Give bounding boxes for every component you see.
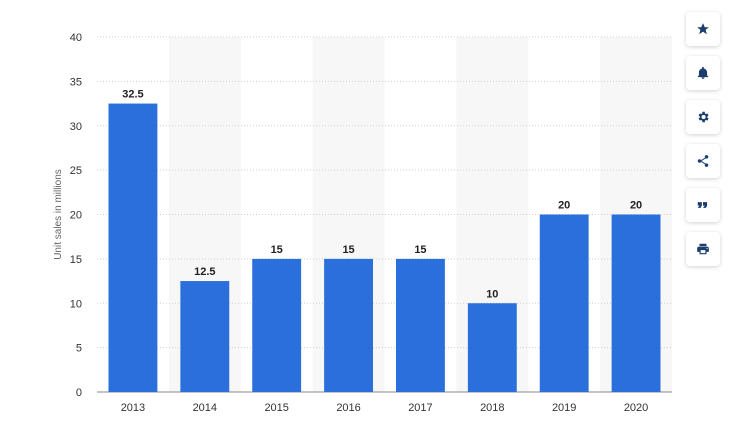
data-label: 15	[414, 244, 426, 256]
y-tick-label: 25	[70, 165, 82, 177]
print-icon	[697, 243, 709, 255]
y-tick-label: 20	[70, 210, 82, 222]
star-icon	[697, 23, 709, 35]
data-label: 32.5	[122, 89, 143, 101]
share-icon	[697, 155, 709, 167]
y-tick-label: 10	[70, 298, 82, 310]
bar	[180, 281, 230, 392]
y-axis-title: Unit sales in millions	[53, 169, 64, 260]
bell-icon	[697, 66, 709, 79]
data-label: 15	[342, 244, 354, 256]
data-label: 10	[486, 288, 498, 300]
x-tick-label: 2013	[121, 402, 145, 414]
x-tick-label: 2019	[552, 402, 576, 414]
x-tick-label: 2020	[624, 402, 648, 414]
chart-toolbar	[686, 12, 724, 266]
quote-icon	[697, 202, 708, 208]
bar	[108, 103, 158, 392]
bar	[539, 214, 589, 392]
bar	[611, 214, 661, 392]
gear-icon	[698, 111, 709, 123]
share-button[interactable]	[686, 144, 720, 178]
y-tick-label: 30	[70, 121, 82, 133]
x-tick-label: 2014	[193, 402, 217, 414]
data-label: 15	[271, 244, 283, 256]
y-tick-label: 5	[76, 343, 82, 355]
x-tick-label: 2016	[336, 402, 360, 414]
bar-chart: 0 5 10 15 20 25 30 35 40 Unit sales in millions 32…	[53, 32, 672, 414]
print-button[interactable]	[686, 232, 720, 266]
y-tick-label: 15	[70, 254, 82, 266]
bar	[252, 258, 302, 392]
x-tick-label: 2015	[264, 402, 288, 414]
x-tick-label: 2017	[408, 402, 432, 414]
bar	[467, 303, 517, 392]
data-label: 20	[630, 200, 642, 212]
data-label: 20	[558, 200, 570, 212]
bar	[324, 258, 373, 392]
y-tick-label: 0	[76, 387, 82, 399]
y-tick-label: 35	[70, 76, 82, 88]
settings-button[interactable]	[686, 100, 720, 134]
data-label: 12.5	[194, 266, 215, 278]
bar	[396, 258, 445, 392]
notification-button[interactable]	[686, 56, 720, 90]
x-tick-label: 2018	[480, 402, 504, 414]
y-tick-label: 40	[70, 32, 82, 44]
cite-button[interactable]	[686, 188, 720, 222]
favorite-button[interactable]	[686, 12, 720, 46]
